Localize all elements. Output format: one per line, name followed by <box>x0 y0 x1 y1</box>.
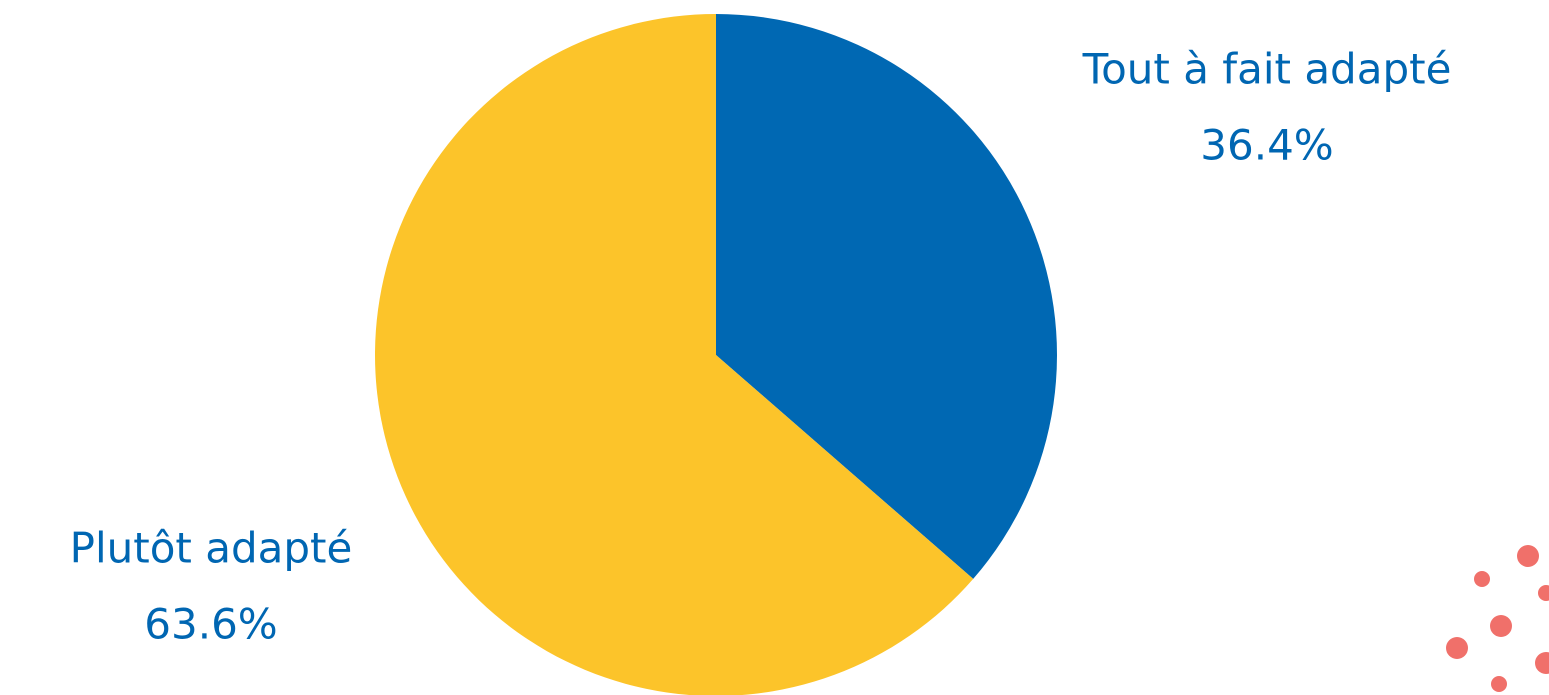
slice-value-label: 36.4% <box>1200 121 1333 170</box>
decoration <box>1446 545 1549 692</box>
slice-label: Tout à fait adapté <box>1082 45 1452 94</box>
slice-value-label: 63.6% <box>144 600 277 649</box>
pie-slice <box>716 14 1057 579</box>
pie-slice <box>375 14 974 695</box>
slice-label: Plutôt adapté <box>70 524 353 573</box>
